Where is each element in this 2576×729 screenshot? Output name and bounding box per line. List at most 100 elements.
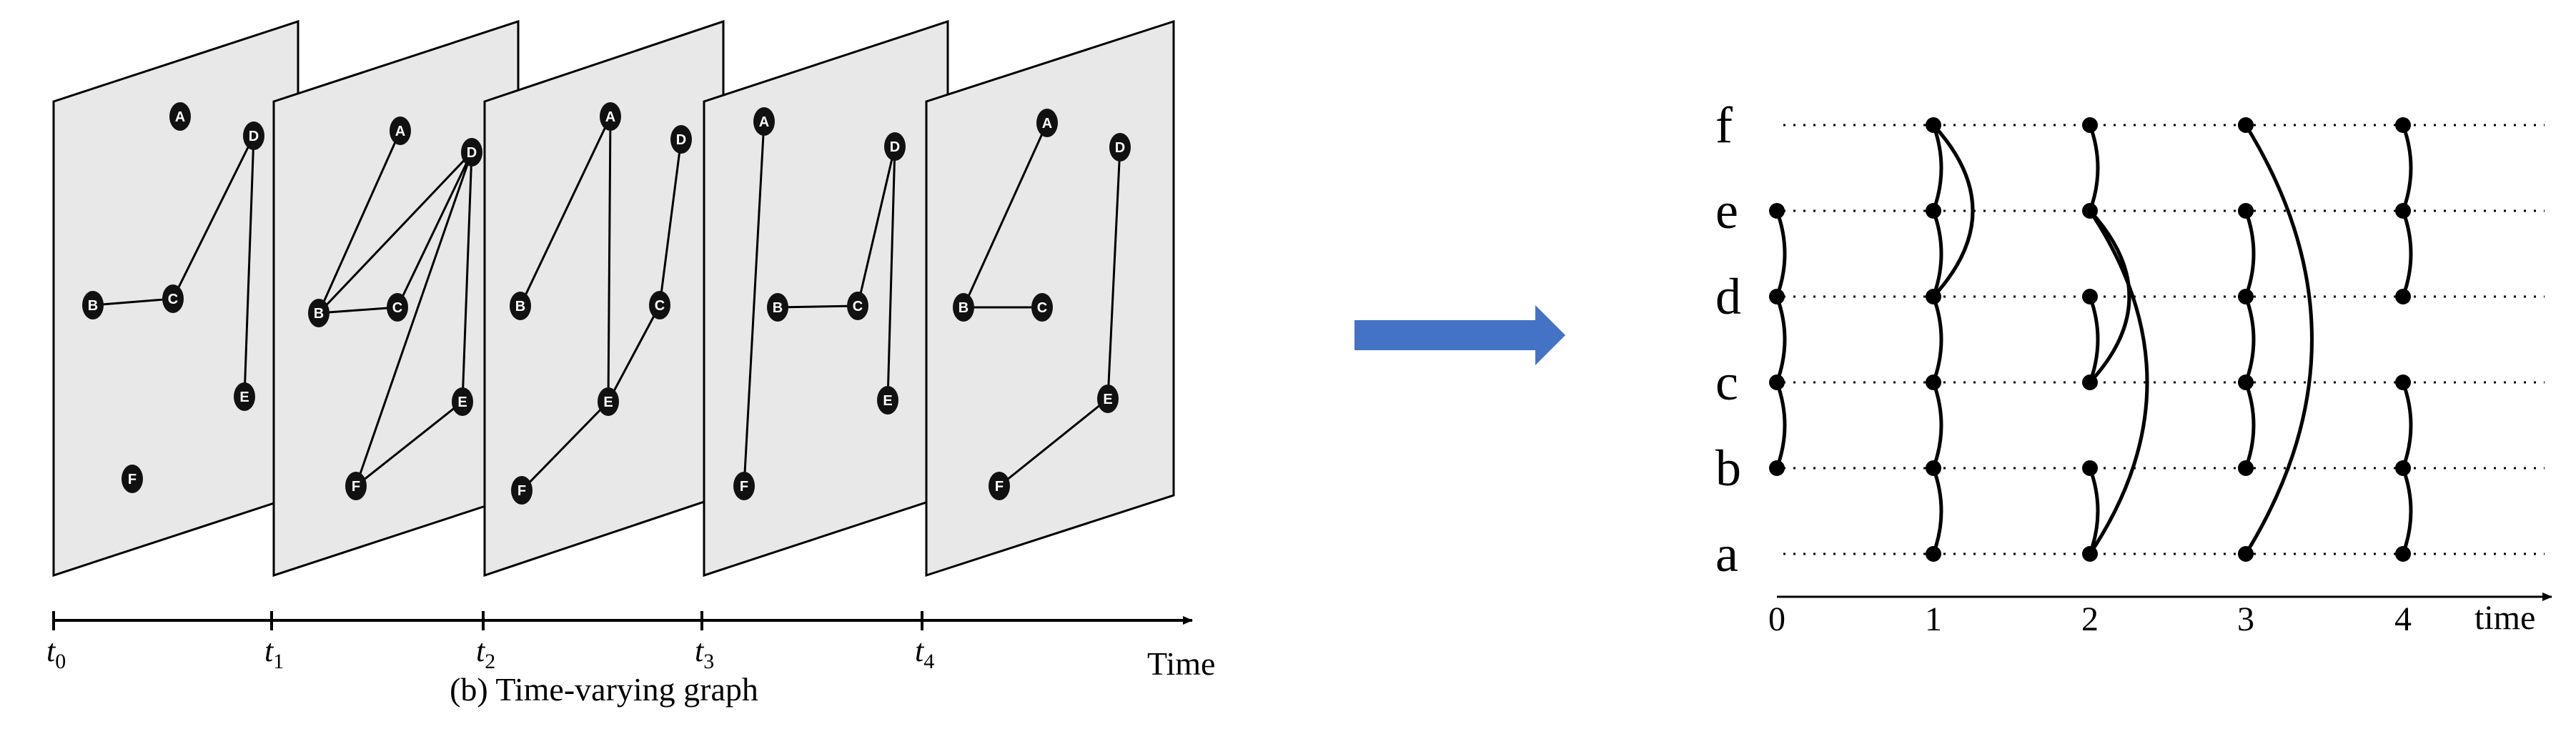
contact-node-d <box>1769 289 1785 304</box>
timestep-nodes-4 <box>2395 117 2411 562</box>
row-label-f: f <box>1715 96 1733 154</box>
node-label: A <box>759 114 769 130</box>
edge-E-F <box>355 400 463 487</box>
node-circle <box>390 116 411 145</box>
node-circle <box>1109 133 1131 162</box>
node-circle <box>649 291 670 319</box>
node-label: B <box>88 298 98 314</box>
contact-tick-1: 1 <box>1925 600 1942 638</box>
node-circle <box>461 138 482 167</box>
contact-node-b <box>1926 460 1941 476</box>
timestep-nodes-3 <box>2238 117 2254 562</box>
edge-C-E <box>607 304 661 402</box>
edge-B-D <box>317 151 473 314</box>
tick-label: t2 <box>476 633 495 673</box>
edge-D-E <box>886 146 896 401</box>
edge-E-F <box>520 400 610 492</box>
contact-node-b <box>2238 460 2254 476</box>
edge-C-D <box>658 139 683 306</box>
node-circle <box>345 472 367 500</box>
edge-A-B <box>317 130 402 314</box>
graph-frame-t3: A B C D E F <box>703 19 949 577</box>
contact-tick-0: 0 <box>1768 600 1785 638</box>
node-circle <box>598 387 619 416</box>
figure-caption: (b) Time-varying graph <box>450 671 758 708</box>
contact-edge-b-c <box>1775 382 1787 469</box>
contact-node-d <box>2238 289 2254 304</box>
contact-tick-3: 3 <box>2237 600 2254 638</box>
time-tick-2: t2 <box>476 611 495 673</box>
contact-edge-e-f <box>1931 124 1943 212</box>
edge-A-F <box>743 121 766 487</box>
contact-node-c <box>2238 375 2254 390</box>
node-circle <box>162 284 184 313</box>
node-C: C <box>387 293 408 322</box>
node-label: B <box>515 299 525 314</box>
contact-node-e <box>1926 203 1941 219</box>
row-label-a: a <box>1715 525 1738 582</box>
node-A: A <box>753 107 775 136</box>
contact-node-f <box>1926 117 1941 133</box>
contact-edge-b-c <box>2401 382 2413 469</box>
node-label: D <box>1115 140 1125 156</box>
edge-D-F <box>355 152 473 487</box>
node-circle <box>600 102 621 131</box>
node-label: B <box>958 300 969 316</box>
time-axis-label: Time <box>1147 645 1215 682</box>
node-label: F <box>740 479 748 495</box>
contact-edge-c-e <box>2089 209 2131 384</box>
contact-node-f <box>2395 117 2411 133</box>
node-A: A <box>1036 109 1058 137</box>
graph-frame-t2: A B C D E F <box>483 19 725 577</box>
node-B: B <box>308 299 330 327</box>
node-circle <box>234 382 255 411</box>
node-B: B <box>510 292 531 320</box>
edge-A-E <box>607 116 612 402</box>
graph-frame-t1: A B C D E F <box>272 19 520 577</box>
contact-node-a <box>2082 546 2098 562</box>
node-circle <box>953 293 974 322</box>
node-E: E <box>234 382 255 411</box>
edge-B-C <box>777 304 858 309</box>
node-F: F <box>345 472 367 500</box>
node-circle <box>511 476 532 505</box>
graph-frame-t0: A B C D E F <box>52 19 299 577</box>
contact-edge-d-e <box>1775 210 1787 297</box>
node-E: E <box>1097 385 1119 413</box>
edge-A-B <box>962 122 1049 308</box>
contact-edge-b-c <box>2244 382 2256 469</box>
node-D: D <box>243 122 264 150</box>
node-label: E <box>1103 392 1112 407</box>
node-circle <box>1031 293 1053 322</box>
contact-edge-c-d <box>2244 296 2256 383</box>
contact-node-f <box>2082 117 2098 133</box>
contact-node-a <box>2395 546 2411 562</box>
timestep-3 <box>2244 124 2314 555</box>
contact-edge-a-b <box>1931 467 1943 555</box>
contact-node-d <box>1926 289 1941 304</box>
contact-time-ticks: 0 1 2 3 4 <box>1768 600 2412 638</box>
node-E: E <box>452 387 473 416</box>
node-circle <box>989 472 1010 500</box>
node-D: D <box>670 125 692 154</box>
node-label: E <box>239 390 249 405</box>
contact-node-e <box>2238 203 2254 219</box>
node-label: D <box>467 145 477 161</box>
edge-D-E <box>243 135 255 397</box>
node-circle <box>767 293 788 322</box>
contact-edge-c-d <box>1931 296 1943 383</box>
node-label: C <box>392 300 402 316</box>
edge-B-C <box>92 297 174 307</box>
node-B: B <box>82 291 104 319</box>
node-circle <box>1097 385 1119 413</box>
row-label-c: c <box>1715 354 1738 411</box>
edge-D-E <box>461 152 473 402</box>
contact-time-axis: 0 1 2 3 4 time <box>1768 592 2552 638</box>
edge-B-C <box>318 306 398 314</box>
node-A: A <box>600 102 621 131</box>
contact-node-e <box>2082 203 2098 219</box>
contact-node-c <box>1769 375 1785 390</box>
node-label: B <box>314 306 324 322</box>
contact-edge-e-f <box>2088 124 2100 212</box>
